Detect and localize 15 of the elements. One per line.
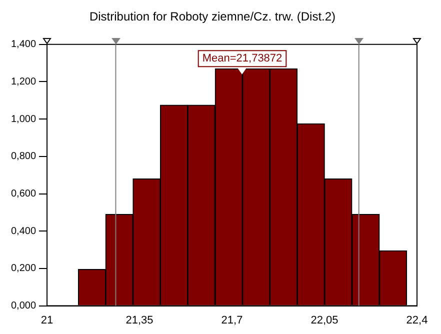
y-tick-label: 1,200: [10, 76, 36, 88]
x-tick-label: 22,05: [310, 314, 338, 326]
x-tick-label: 21,7: [221, 314, 243, 326]
y-tick-label: 0,200: [10, 263, 36, 274]
y-tick-label: 1,000: [10, 114, 36, 125]
annotation: Mean=21,73872: [202, 52, 282, 65]
x-tick-label: 21,35: [126, 314, 154, 326]
x-tick-label: 21: [40, 314, 54, 326]
chart-title: Distribution for Roboty ziemne/Cz. trw. (Dist.2): [89, 10, 336, 24]
y-tick-label: 0,400: [10, 226, 36, 237]
y-tick-label: 0,600: [10, 188, 36, 200]
x-tick-label: 22,4: [406, 314, 428, 326]
y-tick-label: 1,400: [10, 39, 36, 50]
y-tick-label: 0,800: [10, 151, 36, 162]
y-tick-label: 0,000: [10, 300, 36, 312]
